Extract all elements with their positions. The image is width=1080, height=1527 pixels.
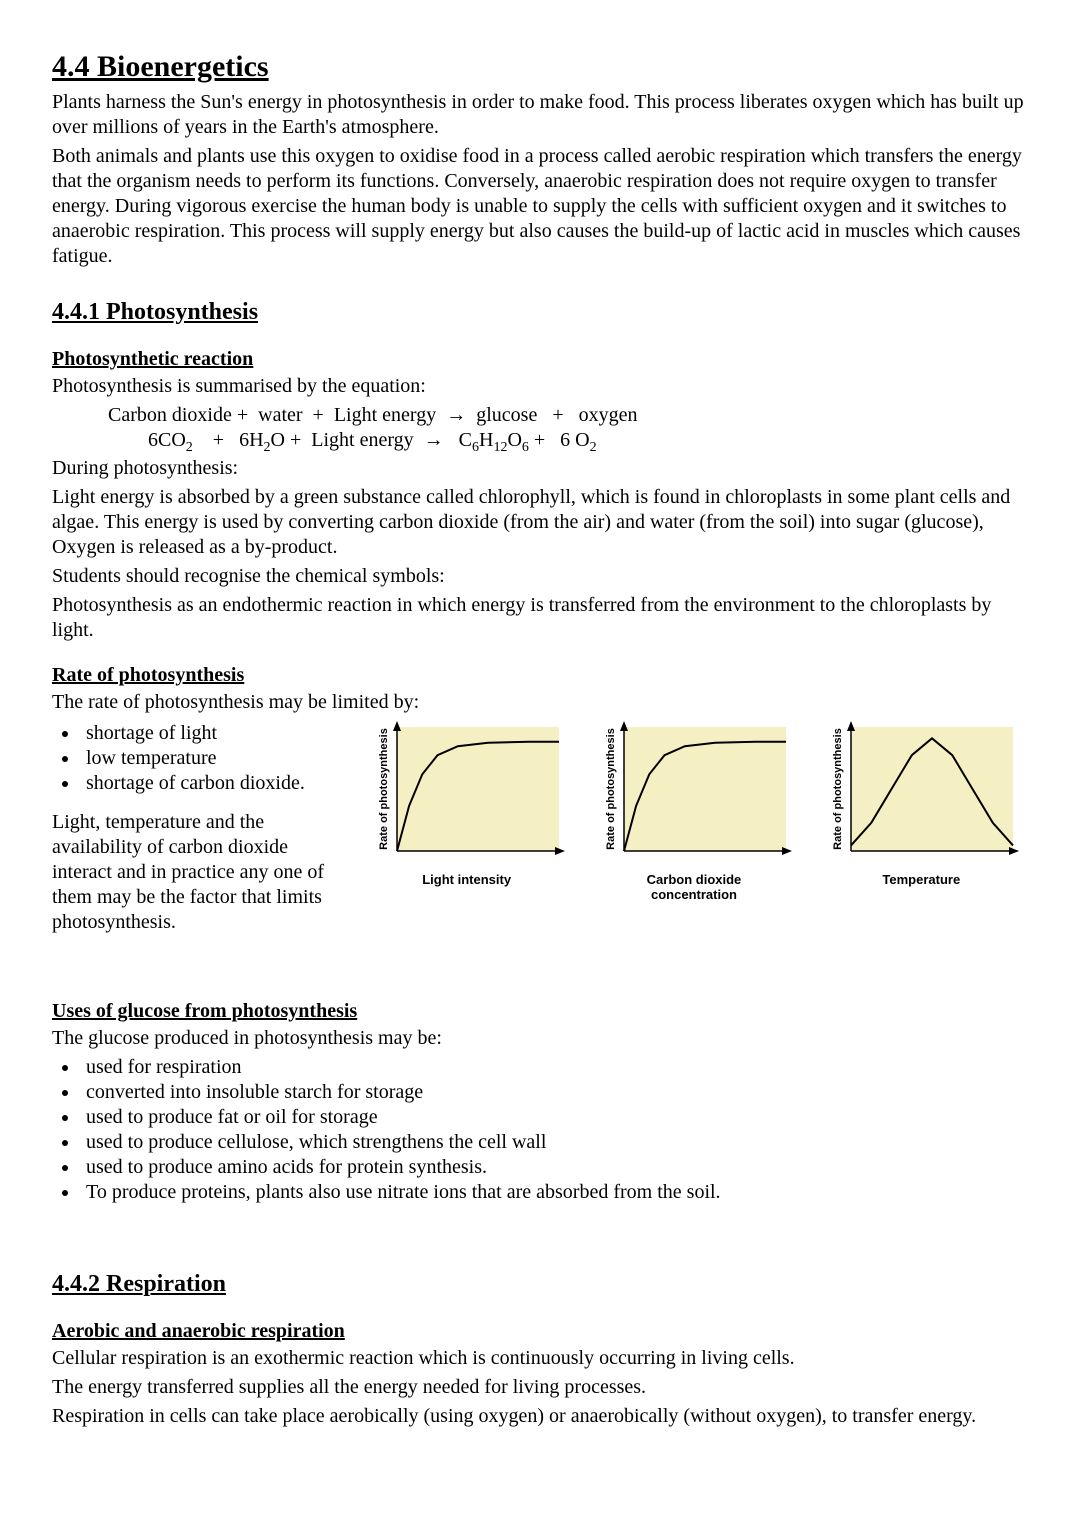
uses-intro: The glucose produced in photosynthesis m… [52, 1026, 1028, 1051]
chart-xlabel: Carbon dioxideconcentration [587, 873, 800, 903]
photo-after-4: Photosynthesis as an endothermic reactio… [52, 593, 1028, 643]
list-item: low temperature [80, 746, 342, 771]
photo-after-3: Students should recognise the chemical s… [52, 564, 1028, 589]
svg-text:Rate of photosynthesis: Rate of photosynthesis [378, 728, 390, 850]
svg-text:Rate of photosynthesis: Rate of photosynthesis [832, 728, 844, 850]
chart-xlabel: Temperature [815, 873, 1028, 888]
chart: Rate of photosynthesis Carbon dioxideconc… [587, 719, 800, 903]
aerobic-heading: Aerobic and anaerobic respiration [52, 1319, 1028, 1344]
rate-intro: The rate of photosynthesis may be limite… [52, 690, 1028, 715]
word-equation: Carbon dioxide + water + Light energy → … [108, 403, 1028, 428]
intro-block: Plants harness the Sun's energy in photo… [52, 90, 1028, 269]
list-item: To produce proteins, plants also use nit… [80, 1180, 1028, 1205]
chart: Rate of photosynthesis Light intensity [360, 719, 573, 903]
aerobic-p3: Respiration in cells can take place aero… [52, 1404, 1028, 1429]
uses-bullet-list: used for respiration converted into inso… [52, 1055, 1028, 1205]
list-item: shortage of light [80, 721, 342, 746]
list-item: used to produce fat or oil for storage [80, 1105, 1028, 1130]
symbol-equation: 6CO2 + 6H2O + Light energy → C6H12O6 + 6… [108, 428, 1028, 457]
photo-after-1: During photosynthesis: [52, 456, 1028, 481]
aerobic-p1: Cellular respiration is an exothermic re… [52, 1346, 1028, 1371]
uses-heading: Uses of glucose from photosynthesis [52, 999, 1028, 1024]
chart-xlabel: Light intensity [360, 873, 573, 888]
photosynthetic-reaction-heading: Photosynthetic reaction [52, 347, 1028, 372]
rate-paragraph: Light, temperature and the availability … [52, 810, 342, 935]
rate-heading: Rate of photosynthesis [52, 663, 1028, 688]
list-item: converted into insoluble starch for stor… [80, 1080, 1028, 1105]
list-item: used for respiration [80, 1055, 1028, 1080]
photo-reaction-intro: Photosynthesis is summarised by the equa… [52, 374, 1028, 399]
chart: Rate of photosynthesis Temperature [815, 719, 1028, 903]
charts-row: Rate of photosynthesisLight intensityRat… [360, 719, 1028, 903]
section-442-heading: 4.4.2 Respiration [52, 1269, 1028, 1299]
rate-bullet-list: shortage of light low temperature shorta… [52, 721, 342, 796]
list-item: used to produce amino acids for protein … [80, 1155, 1028, 1180]
aerobic-p2: The energy transferred supplies all the … [52, 1375, 1028, 1400]
photo-after-2: Light energy is absorbed by a green subs… [52, 485, 1028, 560]
section-441-heading: 4.4.1 Photosynthesis [52, 297, 1028, 327]
page-title: 4.4 Bioenergetics [52, 48, 1028, 86]
intro-paragraph-1: Plants harness the Sun's energy in photo… [52, 90, 1028, 140]
list-item: shortage of carbon dioxide. [80, 771, 342, 796]
intro-paragraph-2: Both animals and plants use this oxygen … [52, 144, 1028, 269]
svg-text:Rate of photosynthesis: Rate of photosynthesis [605, 728, 617, 850]
list-item: used to produce cellulose, which strengt… [80, 1130, 1028, 1155]
